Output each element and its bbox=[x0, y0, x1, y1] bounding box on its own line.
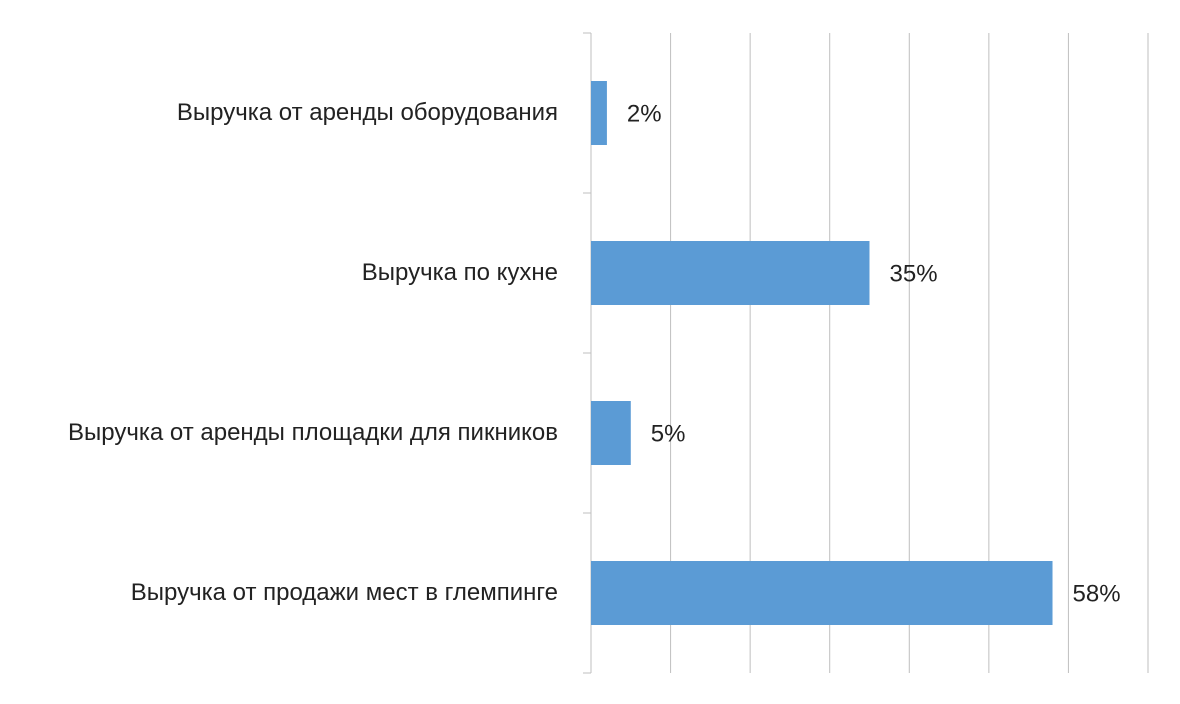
bar bbox=[591, 561, 1053, 625]
data-label: 2% bbox=[627, 100, 662, 127]
y-tick-label-box: Выручка от аренды оборудования bbox=[8, 33, 558, 193]
y-tick-label: Выручка от аренды площадки для пикников bbox=[68, 419, 558, 446]
y-tick-label-box: Выручка от аренды площадки для пикников bbox=[8, 353, 558, 513]
data-label: 5% bbox=[651, 420, 686, 447]
bar bbox=[591, 401, 631, 465]
data-label: 58% bbox=[1073, 580, 1121, 607]
data-label: 35% bbox=[890, 260, 938, 287]
y-tick-label: Выручка от аренды оборудования bbox=[176, 99, 558, 126]
y-tick-label: Выручка от продажи мест в глемпинге bbox=[130, 579, 558, 606]
bar bbox=[591, 81, 607, 145]
y-tick-label-box: Выручка по кухне bbox=[8, 193, 558, 353]
y-tick-label-box: Выручка от продажи мест в глемпинге bbox=[8, 513, 558, 673]
y-tick-label: Выручка по кухне bbox=[361, 259, 558, 286]
bar bbox=[591, 241, 870, 305]
